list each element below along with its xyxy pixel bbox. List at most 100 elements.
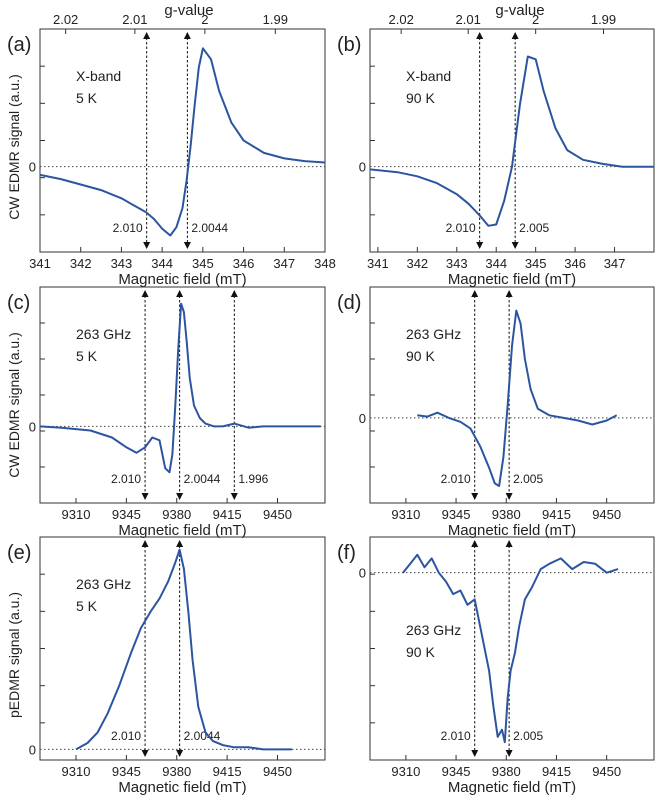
g-tick-label: 2 [201, 12, 208, 27]
g-marker-arrow-down [230, 493, 238, 500]
x-tick-label: 341 [367, 256, 389, 271]
g-marker-arrow-up [176, 540, 184, 547]
plot-frame [39, 286, 326, 504]
x-tick-label: 346 [233, 256, 255, 271]
g-marker-arrow-up [511, 32, 519, 39]
panel-annotation-line: 263 GHz [76, 326, 131, 342]
g-marker-arrow-down [141, 750, 149, 757]
x-tick-label: 341 [29, 256, 51, 271]
g-marker-label: 2.010 [113, 221, 143, 235]
x-tick-label: 9380 [492, 507, 521, 522]
g-tick-label: 2.02 [53, 12, 78, 27]
g-marker-arrow-down [471, 750, 479, 757]
g-marker-arrow-up [141, 540, 149, 547]
panel-annotation-line: 263 GHz [406, 622, 461, 638]
panel-label: (b) [337, 34, 361, 56]
g-marker-label: 2.010 [111, 472, 141, 486]
g-marker-label: 2.0044 [184, 472, 221, 486]
g-marker-label: 2.005 [513, 729, 543, 743]
g-tick-label: 2 [532, 12, 539, 27]
panel-label: (c) [7, 292, 30, 314]
panel-annotation-line: 263 GHz [406, 326, 461, 342]
panel-annotation-line: 90 K [406, 348, 435, 364]
x-tick-label: 345 [192, 256, 214, 271]
plot-frame [369, 28, 655, 253]
panel-b: 341 342 343 344 345 346 347 2.02 2.01 2 1.99 Magnet… [337, 12, 655, 288]
x-tick-label: 346 [564, 256, 586, 271]
x-tick-label: 9380 [162, 764, 191, 779]
x-tick-label: 347 [604, 256, 626, 271]
g-marker-arrow-up [471, 540, 479, 547]
g-marker-label: 2.010 [111, 729, 141, 743]
x-tick-label: 344 [485, 256, 507, 271]
g-marker-arrow-up [141, 290, 149, 297]
g-marker-arrow-up [183, 32, 191, 39]
x-tick-label: 9380 [162, 507, 191, 522]
g-marker-arrow-up [471, 290, 479, 297]
g-tick-label: 2.01 [122, 12, 147, 27]
g-marker-arrow-up [505, 290, 513, 297]
zero-label: 0 [359, 411, 366, 426]
zero-label: 0 [29, 742, 36, 757]
g-marker-arrow-up [505, 540, 513, 547]
x-tick-label: 9450 [263, 507, 292, 522]
panel-annotation-line: 5 K [76, 348, 98, 364]
g-marker-label: 2.005 [513, 472, 543, 486]
edmr-trace [39, 47, 326, 237]
g-value-label-left: g-value [164, 2, 213, 19]
panel-annotation-line: 5 K [76, 90, 98, 106]
zero-label: 0 [29, 160, 36, 175]
x-tick-label: 9310 [62, 764, 91, 779]
g-marker-arrow-up [230, 290, 238, 297]
x-tick-label: 342 [70, 256, 92, 271]
edmr-trace [402, 553, 619, 744]
g-marker-arrow-down [141, 493, 149, 500]
g-tick-label: 2.02 [389, 12, 414, 27]
x-tick-label: 9310 [391, 764, 420, 779]
panel-f: 9310 9345 9380 9415 9450 Magnetic field (mT) 0… [337, 536, 655, 796]
g-marker-arrow-up [143, 32, 151, 39]
g-tick-label: 1.99 [263, 12, 288, 27]
x-tick-label: 9415 [213, 764, 242, 779]
ylabel-panels-ab: CW EDMR signal (a.u.) [6, 74, 22, 219]
panel-label: (d) [337, 292, 361, 314]
panels: 341 342 343 344 345 346 347 348 2.02 2.01 2 1.99 Mag… [7, 12, 655, 796]
g-marker-arrow-up [476, 32, 484, 39]
edmr-trace [75, 548, 292, 751]
edmr-trace [417, 309, 618, 487]
zero-label: 0 [359, 160, 366, 175]
x-axis-label: Magnetic field (mT) [448, 522, 576, 539]
x-axis-label: Magnetic field (mT) [118, 271, 246, 288]
g-marker-arrow-down [505, 750, 513, 757]
g-marker-arrow-up [176, 290, 184, 297]
panel-annotation-line: X-band [406, 68, 451, 84]
g-marker-label: 2.010 [441, 472, 471, 486]
x-axis-label: Magnetic field (mT) [118, 779, 246, 796]
panel-d: 9310 9345 9380 9415 9450 Magnetic field (mT) 0… [337, 286, 655, 539]
x-tick-label: 9310 [62, 507, 91, 522]
ylabel-panels-cd: CW EDMR signal (a.u.) [6, 332, 22, 477]
g-tick-label: 2.01 [456, 12, 481, 27]
x-tick-label: 9415 [213, 507, 242, 522]
x-tick-label: 344 [151, 256, 173, 271]
x-tick-label: 9345 [442, 764, 471, 779]
panel-annotation-line: 90 K [406, 90, 435, 106]
g-marker-label: 2.010 [441, 729, 471, 743]
panel-label: (e) [7, 542, 31, 564]
g-marker-label: 1.996 [238, 472, 268, 486]
g-marker-arrow-down [511, 242, 519, 249]
panel-annotation-line: X-band [76, 68, 121, 84]
x-tick-label: 9345 [112, 507, 141, 522]
x-axis-label: Magnetic field (mT) [118, 522, 246, 539]
x-tick-label: 342 [406, 256, 428, 271]
panel-annotation-line: 263 GHz [76, 576, 131, 592]
g-marker-arrow-down [176, 493, 184, 500]
ylabel-panels-ef: pEDMR signal (a.u.) [6, 592, 22, 718]
g-marker-label: 2.005 [519, 221, 549, 235]
x-tick-label: 9345 [112, 764, 141, 779]
g-marker-arrow-down [143, 242, 151, 249]
zero-label: 0 [29, 419, 36, 434]
panel-c: 9310 9345 9380 9415 9450 Magnetic field (mT) 0… [7, 286, 326, 539]
x-tick-label: 9345 [442, 507, 471, 522]
x-tick-label: 9450 [263, 764, 292, 779]
